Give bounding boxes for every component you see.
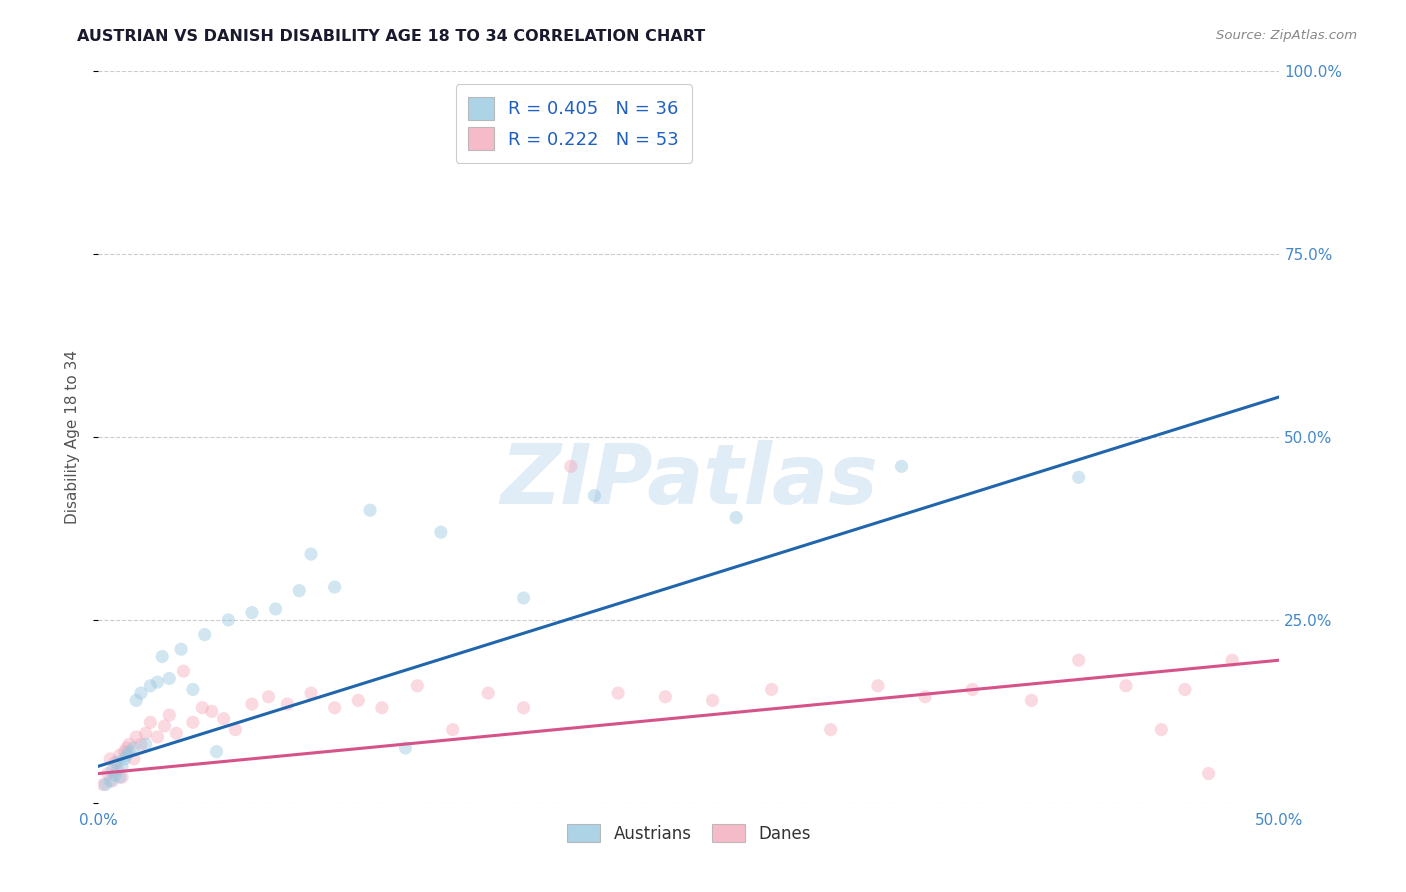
- Point: [1067, 470, 1090, 484]
- Point: [157, 708, 180, 723]
- Point: [761, 682, 783, 697]
- Point: [104, 768, 127, 782]
- Point: [583, 489, 606, 503]
- Point: [441, 723, 464, 737]
- Point: [118, 745, 141, 759]
- Point: [150, 649, 173, 664]
- Y-axis label: Disability Age 18 to 34: Disability Age 18 to 34: [65, 350, 80, 524]
- Point: [201, 705, 224, 719]
- Point: [217, 613, 239, 627]
- Point: [112, 745, 135, 759]
- Point: [115, 748, 138, 763]
- Point: [91, 778, 114, 792]
- Point: [108, 748, 131, 763]
- Point: [477, 686, 499, 700]
- Point: [157, 672, 180, 686]
- Point: [146, 675, 169, 690]
- Point: [1174, 682, 1197, 697]
- Point: [240, 606, 263, 620]
- Point: [146, 730, 169, 744]
- Point: [406, 679, 429, 693]
- Point: [125, 730, 148, 744]
- Point: [359, 503, 381, 517]
- Point: [97, 766, 120, 780]
- Point: [820, 723, 842, 737]
- Text: ZIPatlas: ZIPatlas: [501, 441, 877, 522]
- Point: [299, 686, 322, 700]
- Point: [512, 591, 534, 605]
- Point: [702, 693, 724, 707]
- Point: [890, 459, 912, 474]
- Point: [122, 740, 145, 755]
- Point: [212, 712, 235, 726]
- Point: [104, 756, 127, 770]
- Point: [205, 745, 228, 759]
- Point: [101, 773, 124, 788]
- Point: [288, 583, 311, 598]
- Point: [129, 737, 152, 751]
- Point: [108, 770, 131, 784]
- Point: [264, 602, 287, 616]
- Point: [105, 763, 128, 777]
- Point: [111, 770, 134, 784]
- Point: [299, 547, 322, 561]
- Point: [1220, 653, 1243, 667]
- Point: [135, 737, 157, 751]
- Point: [962, 682, 984, 697]
- Point: [129, 686, 152, 700]
- Point: [181, 715, 204, 730]
- Point: [181, 682, 204, 697]
- Point: [914, 690, 936, 704]
- Point: [257, 690, 280, 704]
- Point: [101, 763, 124, 777]
- Point: [194, 627, 217, 641]
- Point: [224, 723, 246, 737]
- Point: [98, 773, 121, 788]
- Text: Source: ZipAtlas.com: Source: ZipAtlas.com: [1216, 29, 1357, 43]
- Point: [115, 740, 138, 755]
- Point: [191, 700, 214, 714]
- Point: [866, 679, 889, 693]
- Point: [560, 459, 582, 474]
- Point: [607, 686, 630, 700]
- Point: [323, 700, 346, 714]
- Point: [1115, 679, 1137, 693]
- Point: [139, 679, 162, 693]
- Point: [240, 697, 263, 711]
- Point: [94, 778, 117, 792]
- Point: [170, 642, 193, 657]
- Point: [135, 726, 157, 740]
- Point: [512, 700, 534, 714]
- Point: [153, 719, 176, 733]
- Point: [394, 740, 416, 755]
- Point: [125, 693, 148, 707]
- Point: [371, 700, 394, 714]
- Point: [347, 693, 370, 707]
- Point: [430, 525, 453, 540]
- Point: [1067, 653, 1090, 667]
- Point: [139, 715, 162, 730]
- Point: [654, 690, 676, 704]
- Point: [276, 697, 298, 711]
- Point: [1021, 693, 1043, 707]
- Point: [165, 726, 187, 740]
- Point: [323, 580, 346, 594]
- Point: [98, 752, 121, 766]
- Point: [118, 737, 141, 751]
- Point: [122, 752, 145, 766]
- Point: [1198, 766, 1220, 780]
- Point: [1150, 723, 1173, 737]
- Legend: Austrians, Danes: Austrians, Danes: [561, 818, 817, 849]
- Point: [105, 756, 128, 770]
- Point: [725, 510, 748, 524]
- Point: [172, 664, 194, 678]
- Point: [111, 759, 134, 773]
- Point: [112, 752, 135, 766]
- Text: AUSTRIAN VS DANISH DISABILITY AGE 18 TO 34 CORRELATION CHART: AUSTRIAN VS DANISH DISABILITY AGE 18 TO …: [77, 29, 706, 45]
